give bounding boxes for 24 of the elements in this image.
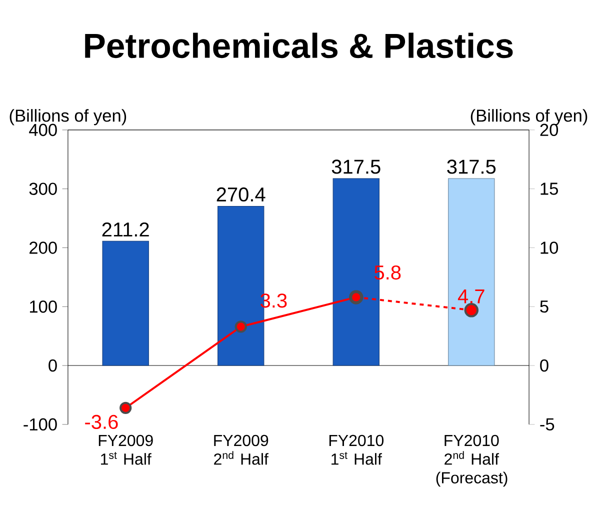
chart-title: Petrochemicals & Plastics [85,32,513,58]
x-tick-label: FY2009 1$^{st}$ Half [98,434,153,465]
y-axis-title: (Billions of yen) [10,108,126,126]
x-tick-label: FY2010 1$^{st}$ Half [329,434,384,465]
y-tick-label: 100 [30,300,57,313]
x-tick-label: FY2009 2$^{nd}$ Half [214,434,268,465]
y2-tick-label: -5 [540,418,554,430]
y2-tick-label: 15 [540,182,558,195]
data-label: 270.4 [216,187,266,202]
y-tick-label: 400 [29,124,57,136]
data-label: 211.2 [102,222,149,236]
y-tick-label: 300 [29,182,57,195]
y2-tick-label: 0 [540,359,548,372]
data-label: 317.5 [447,159,496,174]
y-tick-label: -100 [24,418,57,430]
x-tick-label: FY2010 2$^{nd}$ Half (Forecast) [436,434,508,486]
data-label: 317.5 [332,159,380,174]
y-tick-label: 200 [30,241,57,254]
y2-tick-label: 20 [540,124,558,136]
y2-tick-label: 5 [540,300,548,312]
y2-tick-label: 10 [540,241,558,254]
data-label: -3.6 [85,414,118,429]
y-tick-label: 0 [48,359,57,372]
data-label: 4.7 [458,289,484,304]
